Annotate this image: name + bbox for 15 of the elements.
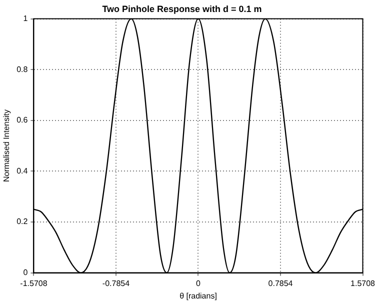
y-tick-label: 0.2 [16,217,28,226]
y-tick-label: 0.4 [16,166,28,176]
y-tick-label: 0.8 [16,64,28,74]
y-tick-label: 1 [23,14,28,24]
x-tick-label: 1.5708 [350,278,376,288]
x-tick-label: -1.5708 [20,278,48,288]
x-tick-label: 0.7854 [268,278,294,288]
y-axis-title: Normalised Intensity [2,110,12,182]
x-tick-label: 0 [196,278,202,288]
y-tick-label: 0 [23,268,28,278]
y-tick-label: 0.6 [16,116,28,125]
line-series [34,18,363,273]
x-tick-label: -0.7854 [102,278,130,288]
x-axis-title: θ [radians] [180,291,217,300]
chart-title: Two Pinhole Response with d = 0.1 m [102,4,262,14]
